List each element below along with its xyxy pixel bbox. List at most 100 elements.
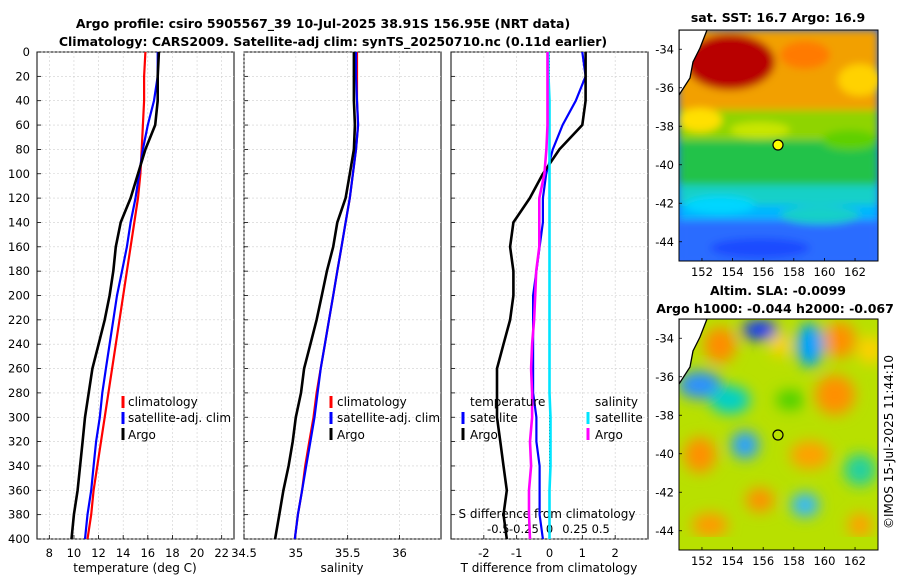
legend-label-temp-argo: Argo bbox=[470, 428, 498, 442]
sla-map-tick-labels: 152 154 156 158 160 162 -34 -36 -38 -40 -42 -44 bbox=[655, 331, 866, 568]
sla-map-frame bbox=[678, 318, 879, 551]
temperature-xtick-label: 8 bbox=[46, 546, 53, 560]
temperature-legend: climatology satellite-adj. clim Argo bbox=[121, 395, 231, 442]
depth-tick-label: 360 bbox=[8, 483, 30, 497]
depth-tick-label: 100 bbox=[8, 167, 30, 181]
map-lon-tick-label: 160 bbox=[813, 265, 835, 279]
salinity-difference-tick-label: -0.25 bbox=[509, 522, 539, 536]
sst-map-frame bbox=[678, 29, 879, 262]
temperature-xtick-label: 10 bbox=[67, 546, 82, 560]
difference-xtick-label: 1 bbox=[579, 546, 586, 560]
series-argo bbox=[70, 52, 161, 539]
series-satellite-adj-clim bbox=[293, 52, 360, 539]
temperature-tick-labels: 8 10 12 14 16 18 20 22 bbox=[46, 546, 229, 560]
depth-tick-label: 140 bbox=[8, 215, 30, 229]
sla-map-subtitle: Argo h1000: -0.044 h2000: -0.067 bbox=[656, 301, 894, 316]
legend-label-sal-argo: Argo bbox=[595, 428, 623, 442]
temperature-grid bbox=[37, 51, 234, 540]
salinity-xtick-label: 36 bbox=[392, 546, 407, 560]
map-lat-tick-label: -34 bbox=[655, 331, 674, 345]
series-sal-diff-argo bbox=[527, 52, 549, 539]
temperature-xtick-label: 18 bbox=[165, 546, 180, 560]
depth-tick-label: 320 bbox=[8, 435, 30, 449]
map-lat-tick-label: -34 bbox=[655, 42, 674, 56]
depth-tick-label: 80 bbox=[15, 142, 30, 156]
salinity-difference-tick-label: 0.5 bbox=[592, 522, 610, 536]
depth-tick-label: 180 bbox=[8, 264, 30, 278]
depth-tick-label: 260 bbox=[8, 362, 30, 376]
temperature-xtick-label: 16 bbox=[140, 546, 155, 560]
figure-title-line2: Climatology: CARS2009. Satellite-adj cli… bbox=[59, 34, 607, 50]
depth-tick-label: 240 bbox=[8, 337, 30, 351]
map-lat-tick-label: -42 bbox=[655, 196, 674, 210]
depth-tick-label: 120 bbox=[8, 191, 30, 205]
sla-map-title: Altim. SLA: -0.0099 bbox=[710, 283, 846, 298]
map-lon-tick-label: 162 bbox=[844, 265, 866, 279]
series-temp-diff-argo bbox=[495, 52, 587, 539]
salinity-xtick-label: 35 bbox=[289, 546, 304, 560]
temperature-difference-tick-labels: -2 -1 0 1 2 bbox=[478, 546, 619, 560]
legend-label-satellite: satellite-adj. clim bbox=[337, 411, 440, 425]
legend-label-argo: Argo bbox=[337, 428, 365, 442]
map-lon-tick-label: 162 bbox=[844, 554, 866, 568]
salinity-series bbox=[273, 52, 360, 539]
legend-label-argo: Argo bbox=[128, 428, 156, 442]
temperature-series bbox=[70, 52, 161, 539]
legend-label-climatology: climatology bbox=[128, 395, 198, 409]
sla-map-image bbox=[679, 319, 878, 550]
legend-label-climatology: climatology bbox=[337, 395, 407, 409]
salinity-grid bbox=[243, 51, 441, 540]
temperature-xlabel: temperature (deg C) bbox=[73, 561, 196, 575]
legend-label-sal-satellite: satellite bbox=[595, 411, 643, 425]
difference-xlabel: T difference from climatology bbox=[460, 561, 638, 575]
series-climatology bbox=[86, 52, 147, 539]
sst-map-tick-labels: 152 154 156 158 160 162 -34 -36 -38 -40 -42 -44 bbox=[655, 42, 866, 279]
salinity-xlabel: salinity bbox=[320, 561, 363, 575]
figure-title-line1: Argo profile: csiro 5905567_39 10-Jul-20… bbox=[76, 16, 570, 32]
difference-xtick-label: 0 bbox=[546, 546, 553, 560]
depth-tick-label: 380 bbox=[8, 508, 30, 522]
salinity-xtick-label: 34.5 bbox=[231, 546, 257, 560]
difference-xtick-label: 2 bbox=[612, 546, 619, 560]
difference-salinity-legend: salinity satellite Argo bbox=[586, 395, 643, 442]
map-lat-tick-label: -42 bbox=[655, 485, 674, 499]
depth-tick-label: 20 bbox=[15, 69, 30, 83]
map-lon-tick-label: 154 bbox=[722, 265, 744, 279]
temperature-xtick-label: 20 bbox=[190, 546, 205, 560]
depth-tick-label: 400 bbox=[8, 532, 30, 546]
map-lat-tick-label: -38 bbox=[655, 119, 674, 133]
depth-tick-label: 40 bbox=[15, 94, 30, 108]
depth-tick-label: 160 bbox=[8, 240, 30, 254]
map-lon-tick-label: 154 bbox=[722, 554, 744, 568]
depth-tick-label: 220 bbox=[8, 313, 30, 327]
map-lat-tick-label: -44 bbox=[655, 235, 674, 249]
imos-credit: ©IMOS 15-Jul-2025 11:44:10 bbox=[882, 355, 896, 529]
depth-tick-label: 200 bbox=[8, 289, 30, 303]
sst-map-title: sat. SST: 16.7 Argo: 16.9 bbox=[691, 10, 865, 25]
series-argo bbox=[273, 52, 357, 539]
salinity-difference-tick-label: 0.25 bbox=[562, 522, 588, 536]
map-lat-tick-label: -36 bbox=[655, 370, 674, 384]
map-lat-tick-label: -40 bbox=[655, 158, 674, 172]
legend-label-satellite: satellite-adj. clim bbox=[128, 411, 231, 425]
salinity-legend: climatology satellite-adj. clim Argo bbox=[329, 395, 440, 442]
map-lat-tick-label: -40 bbox=[655, 447, 674, 461]
salinity-xtick-label: 35.5 bbox=[335, 546, 361, 560]
depth-tick-label: 0 bbox=[23, 45, 30, 59]
difference-xtick-label: -2 bbox=[478, 546, 489, 560]
temperature-xtick-label: 12 bbox=[91, 546, 106, 560]
sla-argo-location-marker bbox=[772, 429, 784, 441]
sst-argo-location-marker bbox=[772, 139, 784, 151]
depth-tick-labels: 0 20 40 60 80 100 120 140 160 180 200 220 240 260 280 3… bbox=[8, 45, 30, 546]
depth-tick-label: 280 bbox=[8, 386, 30, 400]
map-lon-tick-label: 158 bbox=[783, 265, 805, 279]
legend-heading-temperature: temperature bbox=[470, 395, 545, 409]
temperature-xtick-label: 22 bbox=[214, 546, 229, 560]
salinity-tick-labels: 34.5 35 35.5 36 bbox=[231, 546, 407, 560]
difference-temperature-legend: temperature satellite Argo bbox=[461, 395, 545, 442]
map-lon-tick-label: 156 bbox=[752, 265, 774, 279]
difference-xtick-label: -1 bbox=[511, 546, 522, 560]
map-lat-tick-label: -44 bbox=[655, 524, 674, 538]
map-lon-tick-label: 156 bbox=[752, 554, 774, 568]
series-sal-diff-satellite bbox=[547, 52, 552, 539]
